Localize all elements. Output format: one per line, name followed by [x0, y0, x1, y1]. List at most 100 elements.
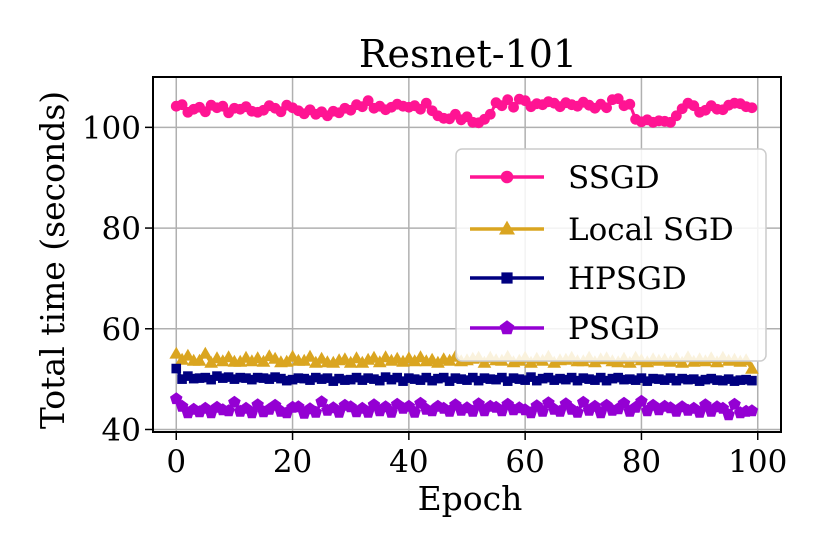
data-point	[374, 375, 385, 386]
data-point	[549, 375, 560, 385]
data-point	[671, 375, 682, 386]
data-point	[311, 372, 321, 383]
data-point	[543, 372, 554, 383]
series-ssgd	[170, 93, 758, 129]
y-tick-label: 60	[102, 312, 141, 348]
data-point	[427, 375, 437, 386]
data-point	[241, 373, 251, 383]
data-point	[392, 372, 403, 383]
legend-marker	[499, 220, 515, 235]
legend-item: PSGD	[470, 311, 660, 347]
data-point	[264, 374, 275, 384]
data-point	[315, 395, 328, 408]
data-point	[694, 376, 705, 386]
data-point	[396, 354, 410, 367]
data-point	[577, 395, 590, 408]
data-point	[235, 372, 246, 383]
data-point	[561, 374, 571, 385]
data-point	[177, 374, 187, 384]
data-point	[745, 404, 759, 417]
legend-marker	[499, 320, 515, 335]
data-point	[433, 373, 443, 384]
y-tick-label: 100	[82, 110, 141, 146]
data-point	[497, 372, 507, 383]
data-point	[688, 374, 699, 384]
data-point	[170, 392, 183, 405]
data-point	[607, 373, 618, 384]
data-point	[712, 375, 722, 385]
data-point	[404, 373, 414, 383]
data-point	[642, 376, 653, 386]
data-point	[357, 375, 368, 385]
data-point	[363, 373, 373, 383]
x-ticks: 0 20 40 60 80 100	[166, 432, 787, 480]
data-point	[683, 374, 693, 385]
data-point	[590, 375, 600, 385]
data-point	[386, 374, 397, 385]
data-point	[630, 375, 641, 385]
data-point	[566, 372, 577, 383]
legend-marker	[501, 272, 513, 284]
data-point	[601, 375, 612, 386]
legend: SSGD Local SGD HPSGD PSGD	[455, 148, 767, 362]
data-point	[309, 355, 323, 368]
data-point	[745, 361, 759, 374]
data-point	[462, 375, 472, 385]
legend-item: Local SGD	[470, 212, 734, 248]
data-point	[746, 102, 758, 114]
data-point	[595, 372, 606, 383]
chart-title: Resnet-101	[359, 32, 577, 76]
data-point	[245, 354, 259, 367]
data-point	[508, 101, 519, 113]
series-psgd	[170, 392, 759, 421]
data-point	[450, 373, 461, 383]
data-point	[169, 346, 184, 359]
data-point	[456, 374, 466, 384]
x-tick-label: 80	[622, 444, 661, 480]
legend-label: HPSGD	[568, 261, 687, 297]
data-point	[735, 375, 746, 385]
data-point	[228, 395, 241, 408]
data-point	[741, 374, 751, 385]
data-point	[409, 374, 420, 384]
data-point	[223, 372, 234, 382]
data-point	[502, 94, 514, 106]
data-point	[276, 373, 286, 384]
data-point	[309, 405, 323, 418]
data-point	[648, 373, 658, 384]
data-point	[407, 354, 422, 367]
data-point	[305, 375, 315, 385]
data-point	[728, 397, 741, 410]
data-point	[438, 372, 449, 383]
data-point	[369, 374, 379, 384]
x-axis-label: Epoch	[418, 479, 523, 518]
data-point	[572, 375, 583, 386]
data-point	[468, 372, 478, 383]
data-point	[355, 355, 370, 368]
data-point	[659, 375, 670, 385]
legend-box	[455, 148, 767, 362]
x-tick-label: 0	[166, 444, 186, 480]
data-point	[215, 354, 230, 367]
data-point	[247, 374, 257, 385]
data-point	[270, 372, 280, 382]
data-point	[601, 102, 612, 114]
data-point	[293, 373, 304, 383]
data-point	[706, 373, 717, 384]
data-point	[431, 355, 445, 368]
data-point	[334, 373, 344, 384]
data-point	[578, 373, 589, 383]
data-point	[484, 108, 496, 120]
data-point	[571, 405, 584, 418]
data-point	[362, 95, 374, 107]
plot-frame	[152, 76, 782, 433]
data-point	[252, 372, 263, 383]
data-point	[479, 373, 490, 383]
data-point	[502, 376, 513, 386]
data-point	[421, 372, 432, 383]
data-point	[472, 397, 485, 410]
series-hpsgd	[171, 363, 757, 386]
y-ticks: 40 60 80 100	[82, 110, 153, 448]
legend-marker	[500, 170, 514, 184]
